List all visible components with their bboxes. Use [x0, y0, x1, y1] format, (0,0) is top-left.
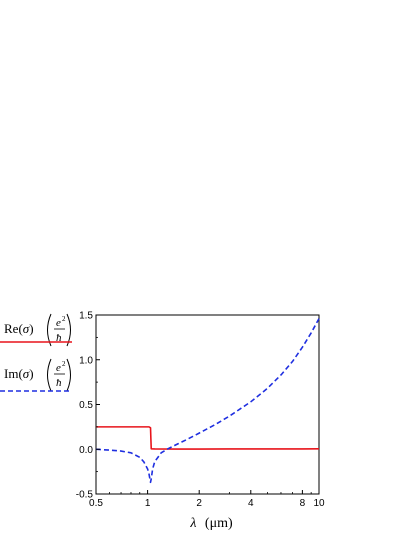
legend-numerator: e: [56, 317, 61, 329]
legend-entry-im-sigma: Im(σ) e 2 ħ: [0, 358, 72, 392]
x-tick-label: 4: [248, 498, 254, 509]
y-tick-label: -0.5: [76, 490, 94, 501]
legend-prefix: Re(: [4, 321, 23, 336]
x-axis-ticks: 0.5 1 2 4 8 10: [89, 490, 325, 509]
x-tick-label: 2: [196, 498, 202, 509]
legend-paren-left: [47, 358, 52, 392]
legend-symbol: σ: [23, 366, 30, 381]
legend-prefix: Im(: [4, 366, 23, 381]
legend-symbol: σ: [23, 321, 30, 336]
x-tick-label: 10: [313, 498, 325, 509]
y-tick-label: 0.0: [79, 445, 93, 456]
legend-suffix: ): [29, 321, 33, 336]
y-tick-label: 1.0: [79, 355, 93, 366]
series-line-re-sigma: [96, 426, 320, 450]
plot-frame: [95, 314, 320, 495]
legend-paren-right: [66, 358, 71, 392]
series-line-im-sigma: [95, 318, 320, 484]
y-tick-label: 1.5: [79, 311, 93, 322]
legend-suffix: ): [29, 366, 33, 381]
legend-paren-left: [47, 313, 52, 347]
legend-denominator: ħ: [56, 332, 62, 344]
x-tick-label: 0.5: [89, 498, 103, 509]
x-axis-unit: (μm): [205, 516, 233, 531]
plot-area: 0.5 1 2 4 8 10 -0.5 0.0 0.5 1.0 1.5: [76, 311, 325, 510]
x-tick-label: 8: [300, 498, 306, 509]
legend-label: Re(σ): [4, 321, 34, 336]
legend-denominator: ħ: [56, 377, 62, 389]
y-axis-ticks: -0.5 0.0 0.5 1.0 1.5: [76, 311, 100, 501]
legend-entry-re-sigma: Re(σ) e 2 ħ: [0, 313, 72, 347]
legend-exponent: 2: [62, 360, 66, 368]
x-axis-label: λ (μm): [189, 516, 233, 531]
legend-numerator: e: [56, 362, 61, 374]
x-tick-label: 1: [145, 498, 151, 509]
legend-paren-right: [66, 313, 71, 347]
legend-exponent: 2: [62, 315, 66, 323]
legend-label: Im(σ): [4, 366, 34, 381]
series-layer: [95, 318, 320, 484]
x-axis-symbol: λ: [189, 516, 196, 531]
y-tick-label: 0.5: [79, 400, 93, 411]
